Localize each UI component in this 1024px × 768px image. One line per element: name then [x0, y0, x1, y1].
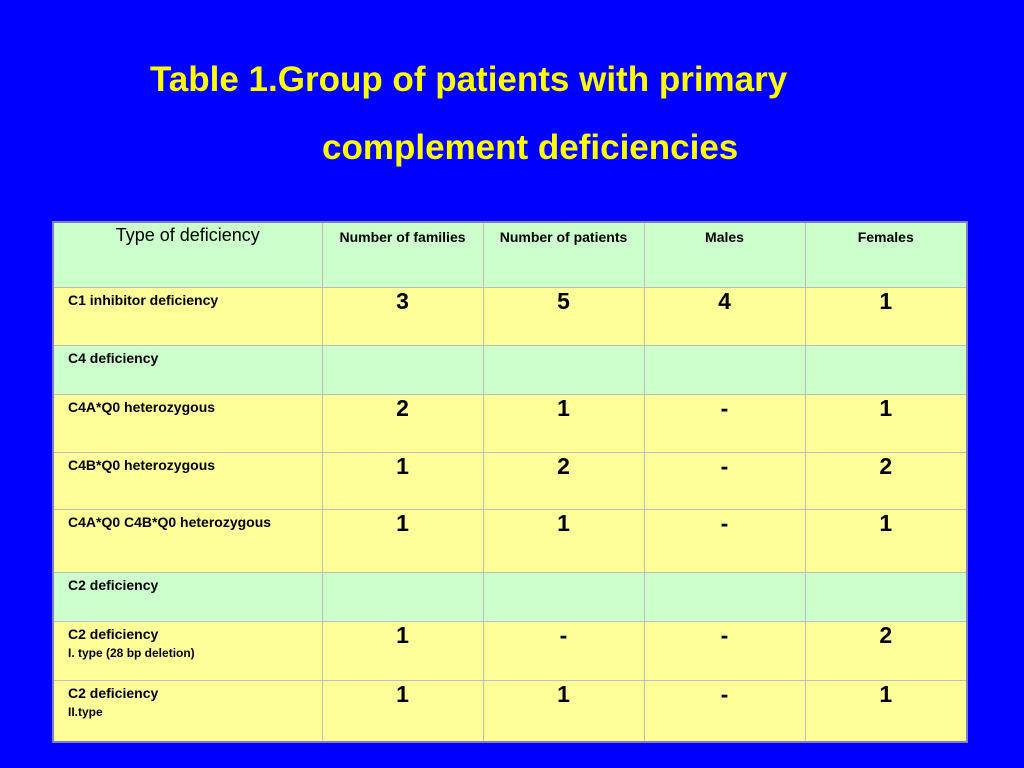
row-sublabel-text: II.type	[68, 705, 103, 719]
table-row: C4A*Q0 heterozygous 2 1-1	[52, 394, 968, 453]
cell-patients: 1	[482, 509, 645, 573]
cell-males: -	[643, 680, 806, 742]
cell-females: 1	[804, 509, 968, 573]
row-label: C2 deficiency I. type (28 bp deletion)	[52, 621, 323, 681]
cell-females: 2	[804, 452, 968, 510]
cell-females	[804, 345, 968, 395]
cell-males: -	[643, 452, 806, 510]
table-row: C4A*Q0 C4B*Q0 heterozygous 1 1-1	[52, 509, 968, 573]
cell-patients: 5	[482, 287, 645, 346]
table-row: C2 deficiency II.type 1 1-1	[52, 680, 968, 742]
cell-males	[643, 345, 806, 395]
cell-females: 1	[804, 287, 968, 346]
cell-females: 2	[804, 621, 968, 681]
cell-males: 4	[643, 287, 806, 346]
row-label-text: C4B*Q0 heterozygous	[68, 457, 216, 473]
slide-title: Table 1.Group of patients with primary c…	[0, 0, 1024, 200]
row-label: C2 deficiency II.type	[52, 680, 323, 742]
cell-patients: -	[482, 621, 645, 681]
cell-families: 1	[321, 509, 484, 573]
deficiency-table: Type of deficiency Number of families Nu…	[52, 221, 968, 743]
row-label-text: C2 deficiency	[68, 577, 159, 593]
cell-males	[643, 572, 806, 622]
cell-families: 2	[321, 394, 484, 453]
row-label: C1 inhibitor deficiency	[52, 287, 323, 346]
row-label-text: C4 deficiency	[68, 350, 159, 366]
row-label: C4A*Q0 heterozygous	[52, 394, 323, 453]
row-label-text: C4A*Q0 heterozygous	[68, 399, 216, 415]
cell-patients	[482, 345, 645, 395]
header-males: Males	[643, 221, 806, 288]
cell-families: 1	[321, 621, 484, 681]
cell-females: 1	[804, 394, 968, 453]
cell-males: -	[643, 621, 806, 681]
header-row: Type of deficiency Number of families Nu…	[52, 221, 968, 288]
row-label-text: C2 deficiency	[68, 685, 159, 701]
title-line-2: complement deficiencies	[322, 128, 739, 167]
header-females: Females	[804, 221, 968, 288]
cell-patients: 1	[482, 394, 645, 453]
cell-families: 1	[321, 452, 484, 510]
cell-families	[321, 572, 484, 622]
row-label: C4 deficiency	[52, 345, 323, 395]
cell-families: 3	[321, 287, 484, 346]
header-type: Type of deficiency	[52, 221, 323, 288]
row-label: C2 deficiency	[52, 572, 323, 622]
cell-families	[321, 345, 484, 395]
cell-males: -	[643, 394, 806, 453]
title-line-1: Table 1.Group of patients with primary	[150, 60, 788, 99]
cell-females: 1	[804, 680, 968, 742]
row-sublabel-text: I. type (28 bp deletion)	[68, 646, 195, 660]
row-label-text: C2 deficiency	[68, 626, 159, 642]
header-families: Number of families	[321, 221, 484, 288]
row-label: C4A*Q0 C4B*Q0 heterozygous	[52, 509, 323, 573]
row-label-text: C4A*Q0 C4B*Q0 heterozygous	[68, 514, 272, 530]
table-row: C2 deficiency I. type (28 bp deletion) 1- -…	[52, 621, 968, 681]
cell-females	[804, 572, 968, 622]
cell-families: 1	[321, 680, 484, 742]
cell-patients	[482, 572, 645, 622]
header-patients: Number of patients	[482, 221, 645, 288]
section-row: C2 deficiency	[52, 572, 968, 622]
table-row: C1 inhibitor deficiency 3 5 4 1	[52, 287, 968, 346]
row-label-text: C1 inhibitor deficiency	[68, 292, 219, 308]
row-label: C4B*Q0 heterozygous	[52, 452, 323, 510]
cell-patients: 2	[482, 452, 645, 510]
cell-males: -	[643, 509, 806, 573]
section-row: C4 deficiency	[52, 345, 968, 395]
table-row: C4B*Q0 heterozygous 1 2-2	[52, 452, 968, 510]
cell-patients: 1	[482, 680, 645, 742]
